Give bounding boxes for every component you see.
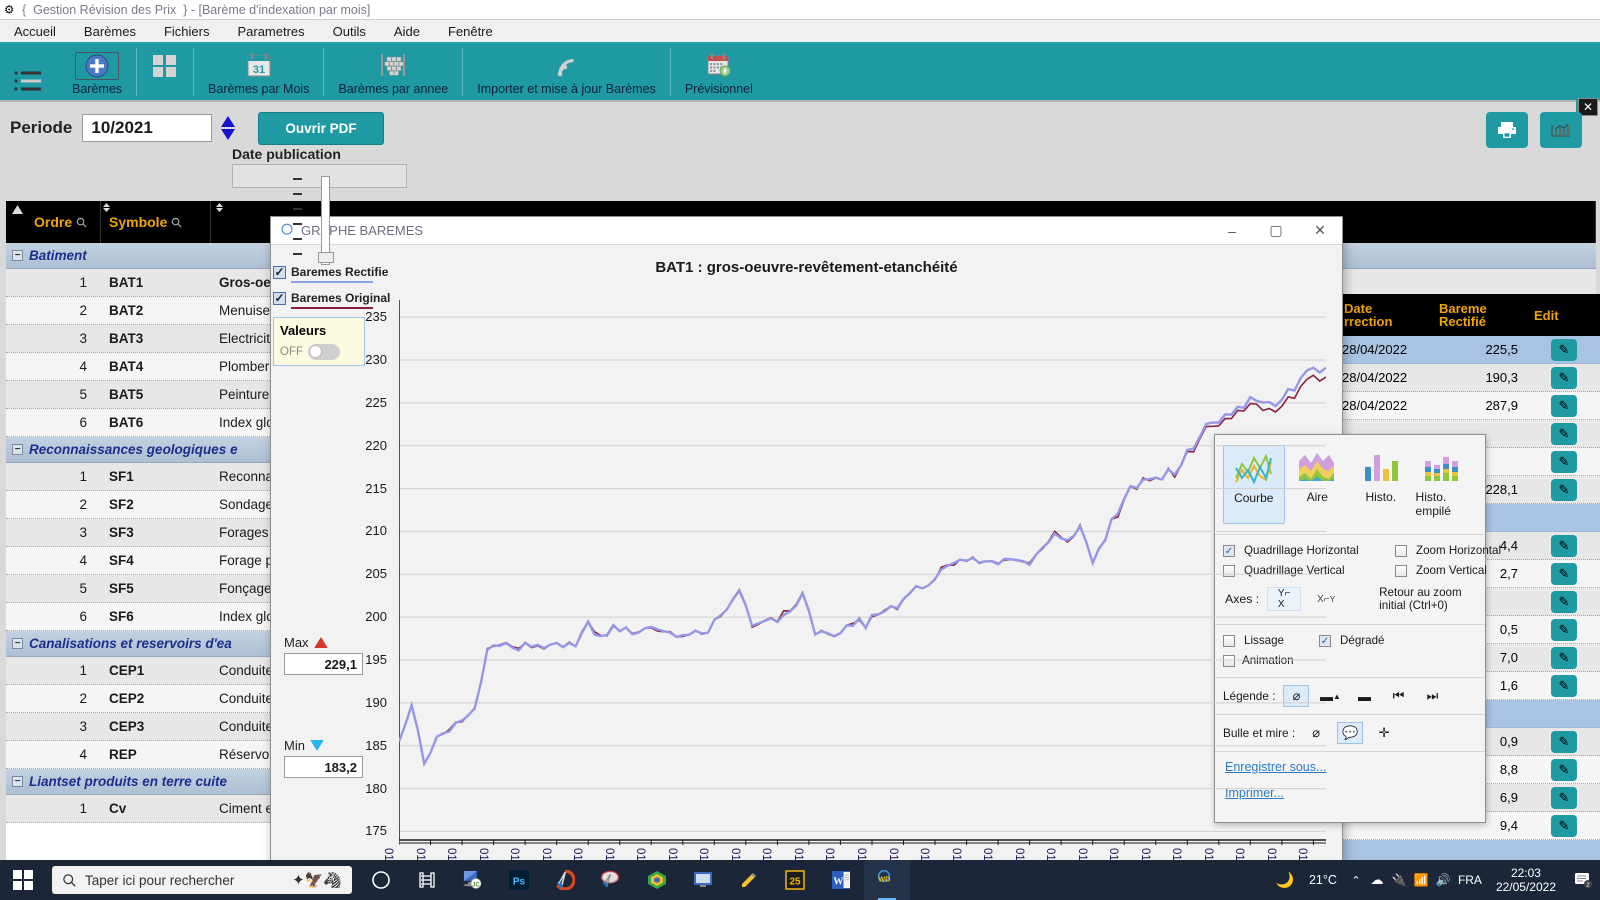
- svg-text:25: 25: [789, 877, 801, 888]
- svg-text:31: 31: [253, 64, 265, 76]
- svg-text:2: 2: [1586, 882, 1589, 888]
- svg-text:⚙: ⚙: [4, 3, 14, 16]
- svg-text:WD: WD: [878, 875, 890, 884]
- svg-text:W: W: [833, 877, 843, 888]
- svg-text:JC: JC: [472, 882, 480, 888]
- svg-text:Ps: Ps: [513, 877, 526, 888]
